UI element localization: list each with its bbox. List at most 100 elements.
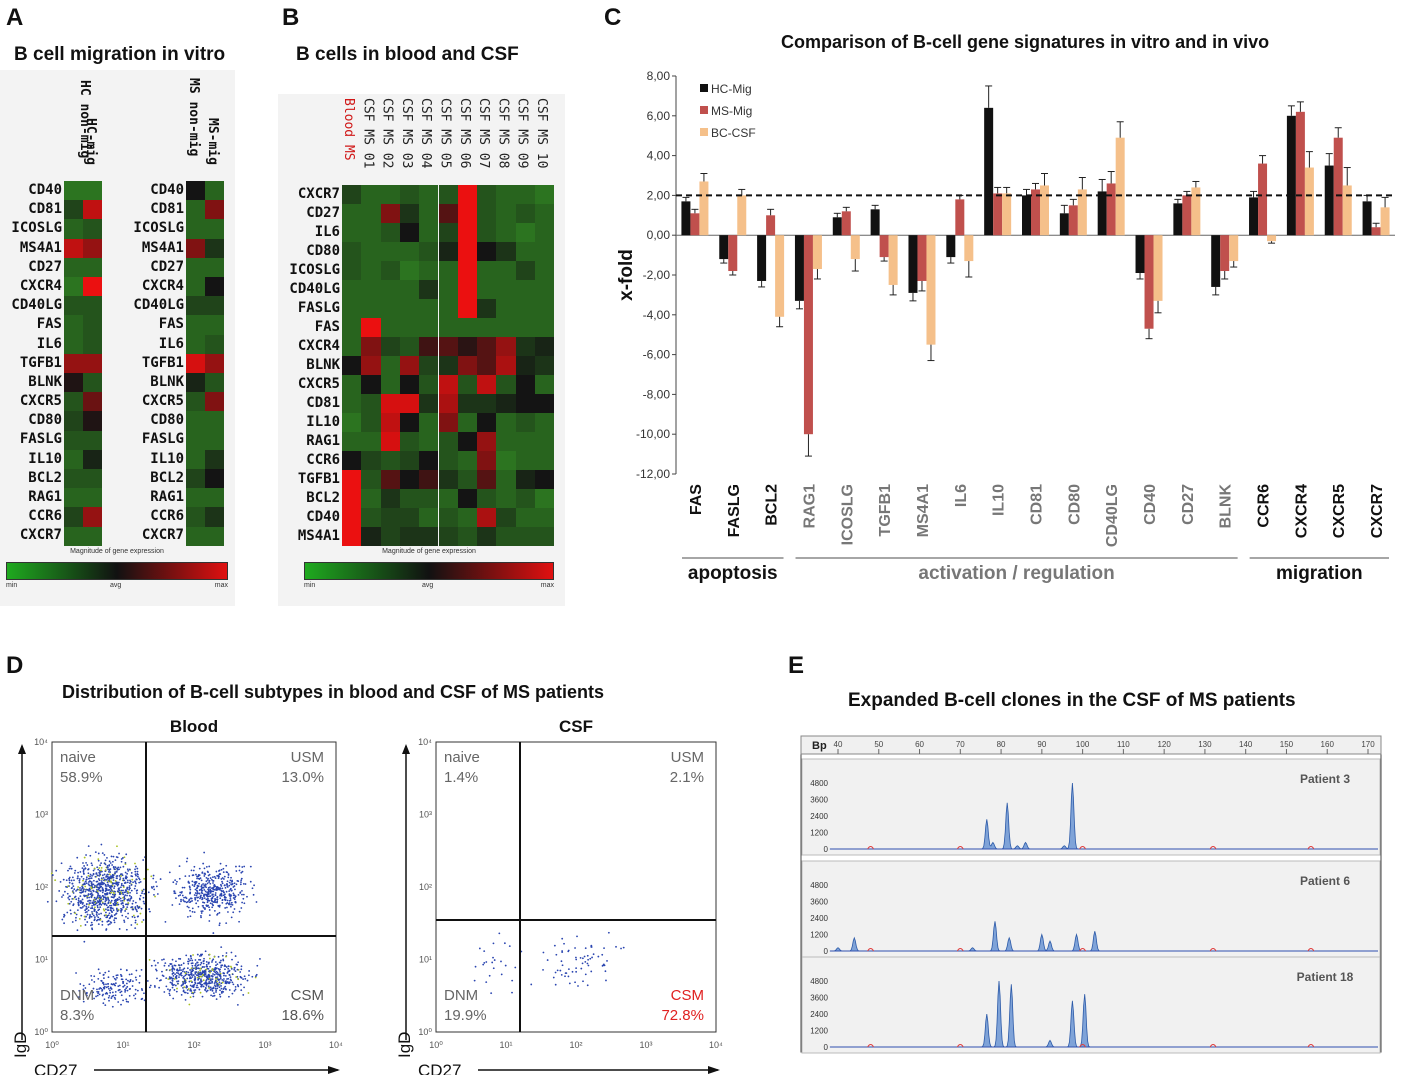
dot [114, 859, 117, 861]
dot [84, 987, 87, 989]
dot [130, 896, 133, 898]
trace-y-tick-label: 3600 [810, 796, 828, 805]
dot [508, 945, 511, 948]
dot [82, 872, 85, 875]
dot [107, 889, 110, 892]
dot [553, 944, 556, 947]
heatmap-cell [457, 470, 478, 489]
dot [236, 879, 239, 882]
dot [98, 898, 101, 901]
dot [96, 915, 98, 917]
dot [126, 868, 129, 871]
dot [89, 875, 91, 878]
dot [122, 886, 125, 889]
dot [126, 985, 129, 988]
heatmap-row-label: CXCR4 [141, 277, 184, 294]
dot [65, 879, 68, 882]
heatmap-cell [64, 507, 83, 527]
dot [200, 888, 202, 891]
dot [111, 915, 114, 918]
dot [219, 897, 222, 900]
dot [82, 906, 84, 908]
panel-b-title: B cells in blood and CSF [296, 44, 519, 65]
dot [219, 977, 222, 980]
marker-peak [867, 846, 875, 850]
dot [110, 899, 113, 902]
dot [123, 921, 126, 923]
panel-d-label: D [6, 652, 24, 679]
bar [1380, 207, 1390, 236]
dot [194, 888, 197, 891]
heatmap-cell [477, 413, 497, 432]
heatmap-cell [186, 353, 205, 373]
dot [118, 988, 121, 991]
dot [236, 968, 239, 971]
dot [124, 863, 127, 866]
dot [218, 924, 221, 927]
x-tick-label: 10² [569, 1040, 582, 1050]
heatmap-cell [457, 185, 478, 204]
dot [190, 980, 192, 982]
hc-heatmap [64, 181, 104, 546]
dot [76, 909, 79, 912]
dot [119, 991, 122, 994]
dot [193, 978, 196, 981]
dot [190, 957, 193, 960]
dot [104, 900, 107, 903]
dot [92, 991, 95, 994]
heatmap-cell [438, 470, 458, 489]
dot [233, 989, 236, 992]
dot [205, 960, 208, 963]
dot [217, 874, 220, 877]
quadrant-dnm-pct: 8.3% [60, 1007, 94, 1024]
dot [115, 904, 118, 907]
dot [83, 865, 86, 867]
dot [174, 879, 177, 882]
dot [240, 965, 243, 968]
dot [111, 983, 114, 986]
dot [142, 896, 145, 899]
dot [474, 965, 477, 968]
dot [117, 903, 120, 906]
heatmap-cell [515, 375, 535, 394]
dot [90, 862, 93, 865]
dot [197, 905, 200, 908]
category-label: CD40 [1142, 484, 1159, 525]
heatmap-cell [457, 204, 478, 223]
heatmap-row-label: CD81 [306, 395, 340, 411]
heatmap-cell [515, 508, 535, 527]
dot [223, 974, 225, 977]
dot [141, 989, 144, 992]
dot [164, 962, 167, 965]
heatmap-cell [515, 242, 535, 261]
dot [248, 970, 251, 972]
dot [95, 885, 98, 887]
dot [96, 900, 99, 902]
heatmap-cell [380, 432, 400, 451]
bar [1144, 235, 1154, 329]
heatmap-cell [186, 277, 205, 297]
dot [200, 884, 203, 887]
dot [67, 902, 70, 905]
dot [219, 873, 222, 875]
dot [589, 957, 592, 960]
dot [233, 908, 236, 910]
dot [95, 872, 98, 875]
dot [85, 861, 87, 864]
heatmap-cell [205, 238, 224, 258]
dot [64, 890, 66, 893]
dot [192, 974, 195, 976]
dot [212, 890, 215, 893]
dot [85, 888, 87, 891]
dot [76, 888, 79, 891]
dot [67, 897, 70, 899]
dot [214, 892, 217, 894]
dot [103, 985, 106, 988]
dot [93, 997, 95, 1000]
heatmap-cell [83, 449, 102, 469]
dot [132, 900, 135, 902]
dot [126, 906, 129, 909]
dot [198, 882, 200, 885]
dot [79, 887, 81, 889]
dot [586, 962, 589, 965]
